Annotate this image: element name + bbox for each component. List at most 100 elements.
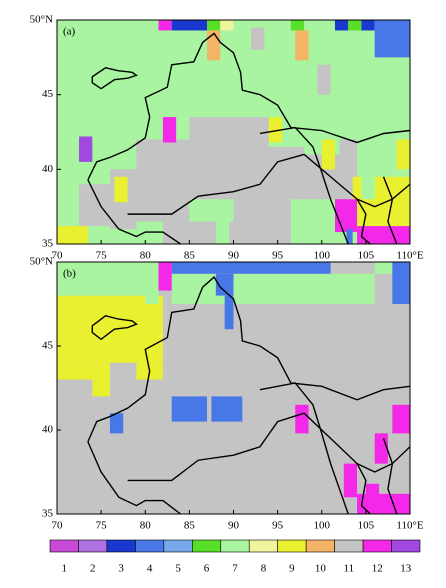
x-tick-label: 95 (272, 520, 284, 532)
panel: (a) 70 75 80 85 90 95 100 105 110°E 35 40 45 50°N (30, 14, 424, 262)
x-tick-label: 85 (184, 250, 196, 262)
colorbar-swatch (362, 539, 392, 553)
grid-cell (158, 20, 172, 31)
grid-cell (215, 214, 230, 244)
colorbar: 1 2 3 4 5 6 7 8 9 10 11 12 13 (49, 539, 421, 575)
colorbar-swatch (78, 539, 108, 553)
x-tick-label: 90 (228, 520, 240, 532)
colorbar-swatch (248, 539, 278, 553)
grid-cell (114, 176, 128, 203)
grid-cell (57, 362, 110, 380)
grid-cell (374, 433, 388, 464)
grid-cell (374, 20, 410, 58)
grid-cell (346, 229, 353, 244)
x-tick-label: 105 (358, 520, 375, 532)
grid-cell (158, 262, 172, 291)
x-tick-label: 105 (358, 250, 375, 262)
grid-cell (220, 20, 234, 31)
colorbar-label: 2 (90, 563, 96, 575)
colorbar-label: 13 (400, 563, 412, 575)
grid-cell (224, 295, 234, 330)
x-tick-label: 80 (140, 520, 152, 532)
grid-cell (374, 262, 393, 274)
colorbar-swatch (334, 539, 364, 553)
grid-cell (79, 184, 110, 227)
panel-label: (a) (63, 26, 76, 38)
grid-cell (233, 273, 375, 304)
grid-cell (295, 404, 309, 434)
grid-cell (109, 413, 124, 434)
grid-cell (207, 20, 221, 31)
grid-cell (321, 139, 335, 170)
grid-cell (92, 379, 110, 397)
colorbar-label: 5 (175, 563, 181, 575)
grid-cell (290, 20, 305, 31)
panel-label: (b) (63, 268, 76, 280)
x-tick-label: 75 (96, 250, 108, 262)
colorbar-swatch (106, 539, 136, 553)
grid-cell (251, 27, 265, 50)
grid-cell (136, 139, 190, 222)
x-tick-label: 100 (314, 250, 331, 262)
x-tick-label: 90 (228, 250, 240, 262)
panel: (b) 70 75 80 85 90 95 100 105 110°E 35 40 45 50°N (30, 256, 424, 532)
colorbar-label: 9 (289, 563, 295, 575)
grid-cell (392, 404, 410, 434)
grid-cell (361, 176, 375, 200)
x-tick-label: 85 (184, 520, 196, 532)
grid-cell (357, 493, 410, 514)
x-tick-label: 100 (314, 520, 331, 532)
y-tick-label: 50°N (30, 256, 53, 268)
y-tick-label: 40 (42, 163, 54, 175)
grid-cell (171, 262, 331, 274)
y-tick-label: 35 (42, 238, 54, 250)
colorbar-swatch (277, 539, 307, 553)
colorbar-label: 12 (372, 563, 383, 575)
colorbar-swatch (163, 539, 193, 553)
grid-cell (357, 226, 410, 244)
grid-cell (171, 20, 208, 31)
grid-cell (145, 262, 159, 304)
colorbar-label: 6 (204, 563, 210, 575)
grid-cell (334, 20, 349, 31)
y-tick-label: 35 (42, 508, 54, 520)
colorbar-swatch (135, 539, 165, 553)
grid-cell (365, 483, 380, 498)
grid-cell (233, 199, 291, 244)
colorbar-label: 1 (61, 563, 67, 575)
grid-cell (295, 30, 309, 61)
grid-cell (162, 117, 177, 143)
grid-cell (339, 139, 358, 155)
x-tick-label: 75 (96, 520, 108, 532)
grid-cell (334, 199, 358, 233)
grid-cell (392, 262, 410, 304)
grid-cell (57, 295, 163, 363)
y-tick-label: 45 (42, 88, 54, 100)
x-tick-label: 110°E (396, 520, 423, 532)
colorbar-swatch (305, 539, 335, 553)
grid-cell (207, 30, 221, 61)
colorbar-label: 3 (118, 563, 124, 575)
grid-cell (57, 262, 146, 296)
grid-cell (79, 136, 93, 162)
y-tick-label: 45 (42, 340, 54, 352)
colorbar-swatch (391, 539, 421, 553)
x-tick-label: 110°E (396, 250, 423, 262)
grid-cell (171, 396, 208, 422)
colorbar-label: 10 (315, 563, 327, 575)
grid-cell (268, 117, 283, 143)
colorbar-label: 8 (261, 563, 267, 575)
x-tick-label: 70 (52, 520, 64, 532)
grid-cell (268, 146, 305, 200)
x-tick-label: 70 (52, 250, 64, 262)
colorbar-label: 11 (344, 563, 355, 575)
colorbar-swatch (49, 539, 79, 553)
x-tick-label: 80 (140, 250, 152, 262)
colorbar-label: 7 (232, 563, 238, 575)
grid-cell (343, 463, 358, 498)
y-tick-label: 50°N (30, 14, 53, 26)
colorbar-label: 4 (147, 563, 153, 575)
colorbar-swatch (192, 539, 222, 553)
grid-cell (211, 396, 243, 422)
